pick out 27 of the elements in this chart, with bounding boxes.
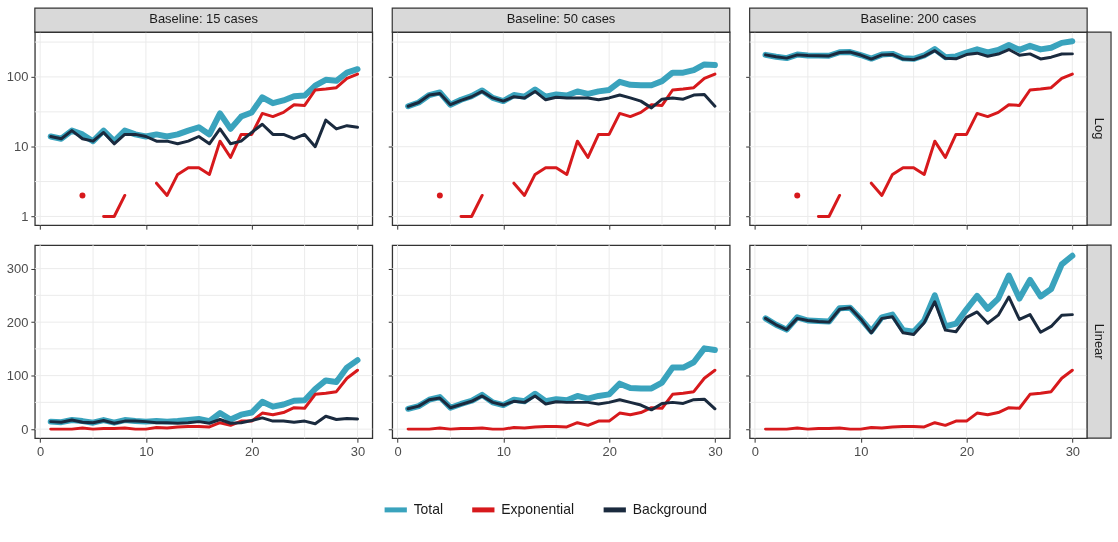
x-tick-label: 20 bbox=[245, 443, 260, 459]
x-tick-label: 0 bbox=[394, 443, 402, 459]
x-tick-label: 10 bbox=[854, 443, 869, 459]
y-tick-label: 300 bbox=[6, 261, 29, 277]
x-tick-label: 10 bbox=[496, 443, 512, 459]
legend-label: Background bbox=[632, 500, 707, 517]
x-tick-label: 20 bbox=[959, 443, 975, 459]
y-tick-label: 1 bbox=[21, 208, 29, 224]
legend-label: Total bbox=[413, 500, 444, 517]
legend-label: Exponential bbox=[501, 500, 575, 517]
chart-title: Baseline: 15 cases bbox=[149, 11, 258, 27]
x-tick-label: 0 bbox=[37, 443, 45, 459]
x-tick-label: 10 bbox=[139, 443, 154, 459]
y-tick-label: 0 bbox=[21, 421, 29, 437]
x-tick-label: 0 bbox=[751, 443, 760, 459]
x-tick-label: 30 bbox=[708, 443, 723, 459]
y-tick-label: 10 bbox=[13, 139, 29, 155]
text: Log bbox=[1092, 117, 1108, 140]
x-tick-label: 30 bbox=[1065, 443, 1081, 459]
y-tick-label: 200 bbox=[6, 314, 29, 330]
chart-title: Baseline: 50 cases bbox=[506, 11, 616, 27]
x-tick-label: 20 bbox=[602, 443, 617, 459]
y-tick-label: 100 bbox=[6, 368, 29, 384]
text: Linear bbox=[1092, 323, 1108, 361]
y-tick-label: 100 bbox=[6, 69, 29, 85]
x-tick-label: 30 bbox=[350, 443, 366, 459]
chart-title: Baseline: 200 cases bbox=[860, 11, 977, 27]
